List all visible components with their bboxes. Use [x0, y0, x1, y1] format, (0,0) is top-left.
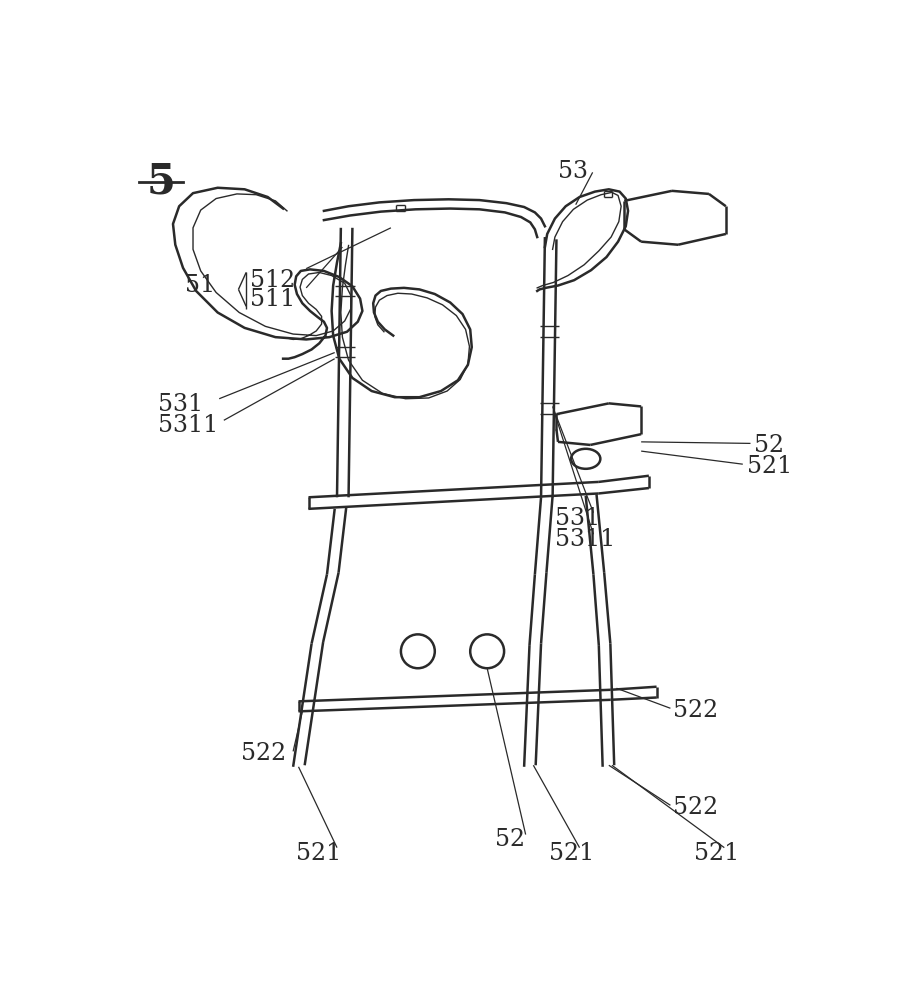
- Text: 5311: 5311: [158, 414, 218, 437]
- Text: 521: 521: [693, 842, 739, 865]
- Text: 5: 5: [147, 160, 176, 202]
- Text: 522: 522: [673, 699, 719, 722]
- Text: 521: 521: [748, 455, 793, 478]
- Text: 52: 52: [753, 434, 784, 457]
- Text: 512: 512: [250, 269, 295, 292]
- Text: 522: 522: [673, 796, 719, 819]
- Text: 531: 531: [555, 507, 600, 530]
- Text: 51: 51: [185, 274, 216, 297]
- Text: 521: 521: [549, 842, 594, 865]
- Text: 531: 531: [158, 393, 203, 416]
- Text: 522: 522: [241, 742, 286, 765]
- Text: 521: 521: [296, 842, 341, 865]
- Text: 511: 511: [250, 288, 295, 311]
- Text: 53: 53: [558, 160, 588, 183]
- Text: 5311: 5311: [555, 528, 615, 551]
- Text: 52: 52: [495, 828, 525, 851]
